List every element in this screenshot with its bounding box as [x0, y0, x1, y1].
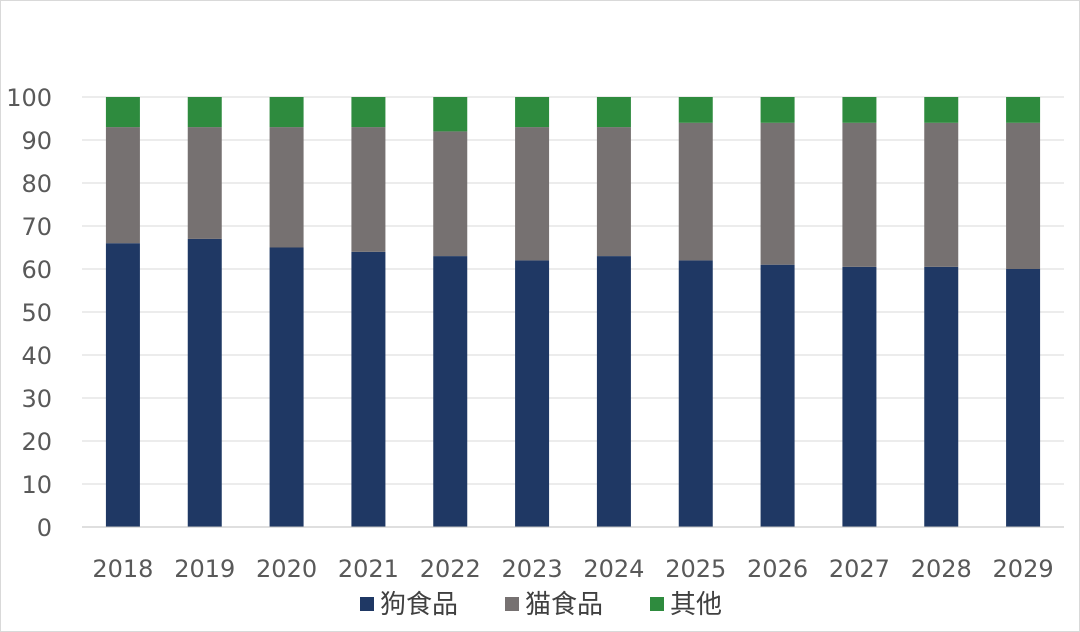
- bar-segment: [433, 97, 468, 132]
- bar-segment: [433, 256, 468, 527]
- bar-segment: [269, 247, 304, 527]
- legend-label: 狗食品: [380, 590, 458, 620]
- bar-segment: [351, 127, 386, 252]
- bar-segment: [515, 260, 550, 527]
- legend: 狗食品 猫食品 其他: [360, 590, 722, 620]
- bar-segment: [760, 97, 795, 123]
- bar-segment: [760, 264, 795, 527]
- bar-segment: [678, 122, 713, 261]
- x-tick-label: 2027: [829, 555, 890, 583]
- gridlines: [82, 96, 1064, 485]
- bar-segment: [1006, 122, 1041, 269]
- x-tick-label: 2024: [583, 555, 644, 583]
- bar-segment: [515, 127, 550, 261]
- bar-segment: [269, 127, 304, 248]
- bar-segment: [760, 122, 795, 265]
- bar-segment: [596, 97, 631, 128]
- bar-segment: [187, 127, 222, 239]
- bar-segment: [678, 260, 713, 527]
- bar-segment: [105, 243, 140, 527]
- bar-segment: [678, 97, 713, 123]
- y-tick-label: 40: [21, 342, 52, 370]
- bar-segment: [187, 238, 222, 527]
- x-tick-label: 2028: [911, 555, 972, 583]
- legend-label: 猫食品: [525, 590, 603, 620]
- legend-label: 其他: [670, 590, 722, 620]
- x-tick-label: 2020: [256, 555, 317, 583]
- legend-swatch: [360, 597, 374, 611]
- legend-swatch: [650, 597, 664, 611]
- bar-segment: [269, 97, 304, 128]
- y-tick-label: 70: [21, 213, 52, 241]
- y-tick-label: 30: [21, 385, 52, 413]
- x-tick-label: 2021: [338, 555, 399, 583]
- bar-segment: [1006, 97, 1041, 123]
- bar-segment: [924, 122, 959, 267]
- bar-segment: [351, 251, 386, 528]
- x-tick-label: 2019: [174, 555, 235, 583]
- x-tick-label: 2023: [502, 555, 563, 583]
- bar-segment: [515, 97, 550, 128]
- bar-segment: [105, 127, 140, 244]
- x-tick-label: 2029: [993, 555, 1054, 583]
- y-tick-label: 100: [6, 84, 52, 112]
- y-tick-label: 10: [21, 471, 52, 499]
- bar-segment: [187, 97, 222, 128]
- y-tick-label: 20: [21, 428, 52, 456]
- bar-segment: [924, 266, 959, 527]
- y-tick-label: 0: [37, 514, 52, 542]
- y-tick-label: 60: [21, 256, 52, 284]
- bar-segment: [351, 97, 386, 128]
- legend-swatch: [505, 597, 519, 611]
- y-tick-label: 80: [21, 170, 52, 198]
- x-axis-ticks: 2018 2019 2020 2021 2022 2023 2024 2025 2026 2027…: [92, 555, 1053, 583]
- bar-segment: [842, 266, 877, 527]
- y-axis-ticks: 0 10 20 30 40 50 60 70 80 90 100: [6, 84, 52, 542]
- x-tick-label: 2026: [747, 555, 808, 583]
- bar-segment: [105, 97, 140, 128]
- bar-segment: [596, 127, 631, 257]
- x-tick-label: 2022: [420, 555, 481, 583]
- x-tick-label: 2018: [92, 555, 153, 583]
- bar-segment: [433, 131, 468, 257]
- y-tick-label: 90: [21, 127, 52, 155]
- x-tick-label: 2025: [665, 555, 726, 583]
- bar-segment: [842, 97, 877, 123]
- bar-segment: [924, 97, 959, 123]
- bar-segment: [596, 256, 631, 527]
- bars: [105, 97, 1041, 528]
- bar-segment: [842, 122, 877, 267]
- y-tick-label: 50: [21, 299, 52, 327]
- bar-segment: [1006, 269, 1041, 527]
